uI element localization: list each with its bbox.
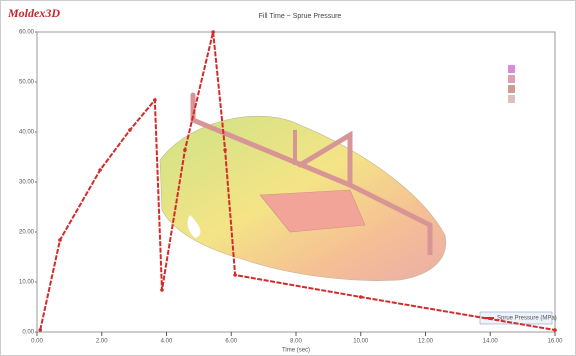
point — [98, 168, 102, 172]
x-tick-label: 12.00 — [418, 339, 434, 345]
brand: Moldex3D — [7, 6, 60, 20]
legend: Sprue Pressure (MPa) — [480, 312, 557, 324]
point — [58, 238, 62, 242]
x-tick-label: 0.00 — [31, 339, 43, 345]
point — [160, 288, 164, 292]
x-tick-label: 8.00 — [290, 339, 302, 345]
y-tick-label: 50.00 — [19, 80, 35, 86]
y-tick-label: 40.00 — [19, 130, 35, 136]
x-tick-label: 6.00 — [225, 339, 237, 345]
y-tick-label: 10.00 — [19, 280, 35, 286]
chart-title: Fill Time ~ Sprue Pressure — [259, 13, 342, 20]
point — [38, 328, 42, 332]
y-tick-label: 60.00 — [19, 30, 35, 36]
point — [183, 148, 187, 152]
y-tick-label: 30.00 — [19, 180, 35, 186]
x-tick-label: 16.00 — [547, 339, 563, 345]
x-tick-label: 14.00 — [483, 339, 499, 345]
point — [233, 273, 237, 277]
point — [553, 328, 557, 332]
x-axis-label: Time (sec) — [282, 348, 310, 354]
point — [153, 98, 157, 102]
chart-window: Moldex3D Fill Time ~ Sprue Pressure Time… — [0, 0, 576, 356]
y-tick-label: 20.00 — [19, 230, 35, 236]
point — [128, 128, 132, 132]
x-tick-label: 10.00 — [353, 339, 369, 345]
point — [223, 148, 227, 152]
x-tick-label: 2.00 — [96, 339, 108, 345]
point — [211, 30, 215, 34]
legend-label: Sprue Pressure (MPa) — [497, 316, 557, 322]
x-tick-label: 4.00 — [161, 339, 173, 345]
point — [359, 295, 363, 299]
y-tick-label: 0.00 — [22, 330, 34, 336]
